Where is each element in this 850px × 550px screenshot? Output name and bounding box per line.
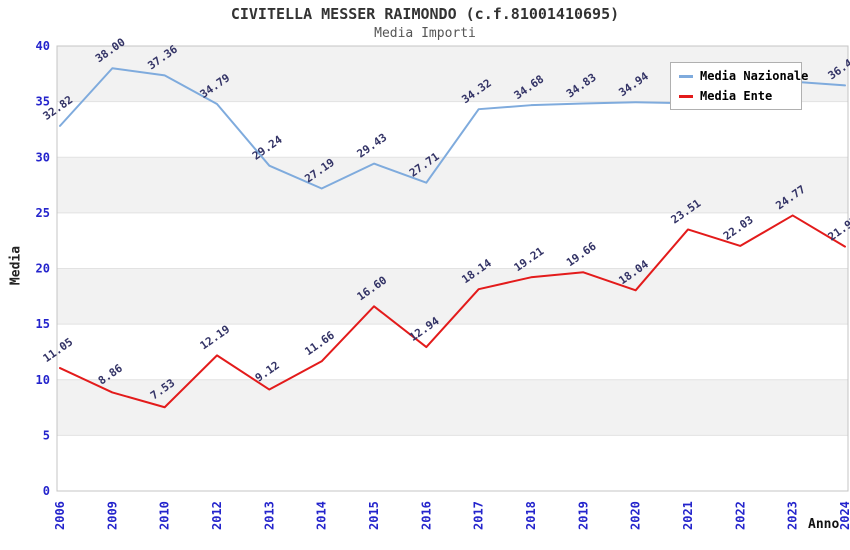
plot-border [56,45,849,492]
legend-label: Media Nazionale [700,69,809,83]
point-label: 19.66 [564,239,599,269]
x-tick-label: 2010 [158,501,172,530]
y-tick-labels: 0 5 10 15 20 25 30 35 40 [36,39,50,498]
x-tick-label: 2018 [524,501,538,530]
x-tick-label: 2013 [262,501,276,530]
y-tick-label: 0 [43,484,50,498]
x-tick-label: 2016 [419,501,433,530]
legend-line-swatch-red [679,94,693,98]
chart-title: CIVITELLA MESSER RAIMONDO (c.f.810014106… [230,5,620,23]
y-tick-label: 35 [36,95,50,109]
point-label: 22.03 [721,213,756,243]
x-tick-label: 2020 [629,501,643,530]
y-tick-label: 25 [36,206,50,220]
x-tick-label: 2015 [367,501,381,530]
chart-subtitle: Media Importi [374,26,476,41]
series-line-media-ente [59,214,846,409]
x-tick-label: 2024 [838,501,850,530]
x-tick-labels: 2006 2009 2010 2012 2013 2014 2015 2016 2017 2018… [53,501,850,530]
point-label: 11.05 [41,335,76,365]
x-tick-label: 2017 [472,501,486,530]
x-tick-label: 2023 [786,501,800,530]
point-label: 11.66 [302,328,337,358]
y-tick-label: 15 [36,317,50,331]
y-tick-label: 10 [36,373,50,387]
x-tick-label: 2006 [53,501,67,530]
plot-bands [57,46,848,436]
y-tick-label: 5 [43,428,50,442]
legend-label: Media Ente [700,89,773,103]
x-tick-label: 2021 [681,501,695,530]
legend-line-swatch-blue [679,74,693,78]
point-label: 21.97 [826,214,850,244]
legend-item-media-ente: Media Ente [679,89,793,103]
x-tick-label: 2014 [315,501,329,530]
grid-lines [57,101,848,436]
point-label: 29.43 [355,131,390,161]
x-tick-label: 2009 [105,501,119,530]
point-label: 12.19 [198,323,233,353]
y-tick-label: 30 [36,150,50,164]
legend-item-media-nazionale: Media Nazionale [679,69,808,83]
x-tick-label: 2012 [210,501,224,530]
y-tick-label: 40 [36,39,50,53]
x-tick-label: 2022 [733,501,747,530]
x-axis-title: Anno [808,517,840,532]
y-tick-label: 20 [36,262,50,276]
legend: Media Nazionale Media Ente [670,62,808,110]
y-axis-title: Media [8,245,24,286]
x-tick-label: 2019 [576,501,590,530]
